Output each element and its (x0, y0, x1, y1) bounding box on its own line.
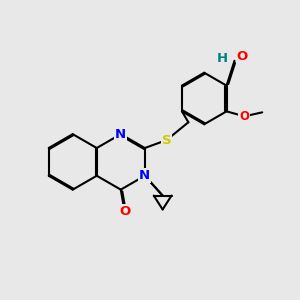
Text: H: H (217, 52, 228, 65)
Text: O: O (119, 205, 130, 218)
Text: N: N (115, 128, 126, 141)
Text: O: O (239, 110, 249, 123)
Text: S: S (162, 134, 171, 147)
Text: O: O (237, 50, 248, 63)
Text: N: N (139, 169, 150, 182)
